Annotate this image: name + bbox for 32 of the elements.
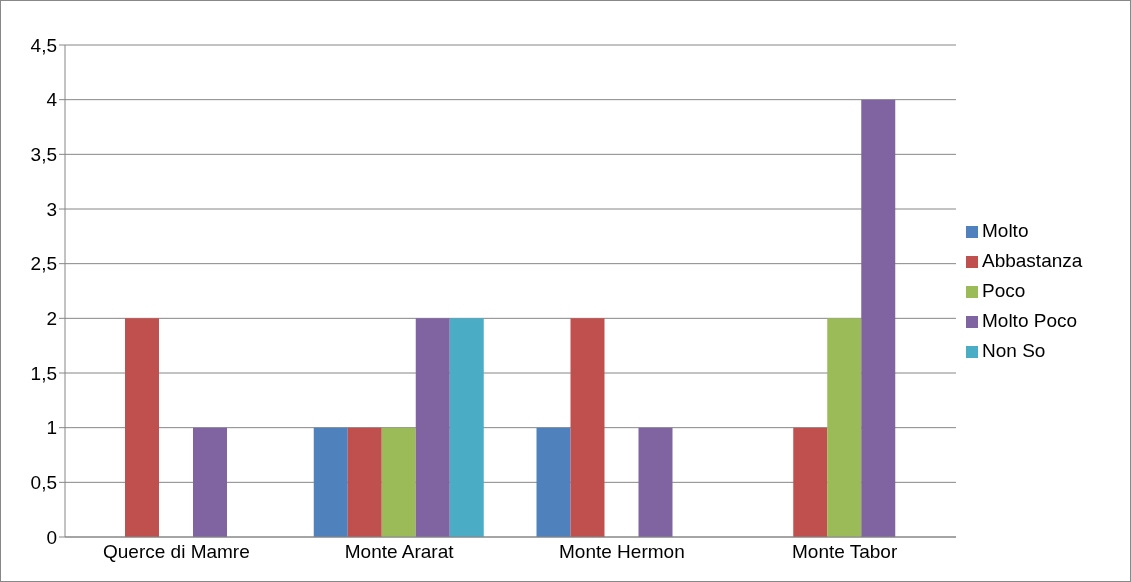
bar (638, 427, 673, 537)
y-tick-label: 1 (46, 417, 57, 439)
y-tick-label: 2 (46, 308, 57, 330)
legend-label: Non So (982, 340, 1046, 361)
x-tick-label: Querce di Mamre (102, 541, 250, 563)
bar (415, 318, 450, 537)
bar (347, 427, 382, 537)
bar (793, 427, 828, 537)
x-tick-label: Monte Ararat (344, 541, 455, 563)
bar (570, 318, 605, 537)
y-tick-label: 3 (46, 198, 57, 220)
bar (193, 427, 227, 537)
y-tick-label: 0,5 (30, 472, 57, 494)
x-tick-label: Monte Tabor (791, 541, 898, 563)
bar (536, 427, 571, 537)
y-tick-label: 2,5 (30, 253, 57, 275)
bar (313, 427, 348, 537)
legend-label: Molto (982, 220, 1029, 241)
y-tick-label: 3,5 (30, 144, 57, 166)
bar (125, 318, 159, 537)
legend-label: Poco (982, 280, 1026, 301)
bar (827, 318, 862, 537)
x-tick-label: Monte Hermon (559, 541, 685, 563)
y-tick-label: 4 (46, 89, 58, 111)
y-tick-label: 4,5 (30, 34, 57, 56)
bar (861, 99, 896, 537)
legend-label: Abbastanza (982, 250, 1083, 271)
y-tick-label: 1,5 (30, 362, 57, 384)
y-tick-label: 0 (46, 526, 57, 548)
legend-label: Molto Poco (982, 310, 1078, 331)
bar (381, 427, 416, 537)
bar (449, 318, 484, 537)
